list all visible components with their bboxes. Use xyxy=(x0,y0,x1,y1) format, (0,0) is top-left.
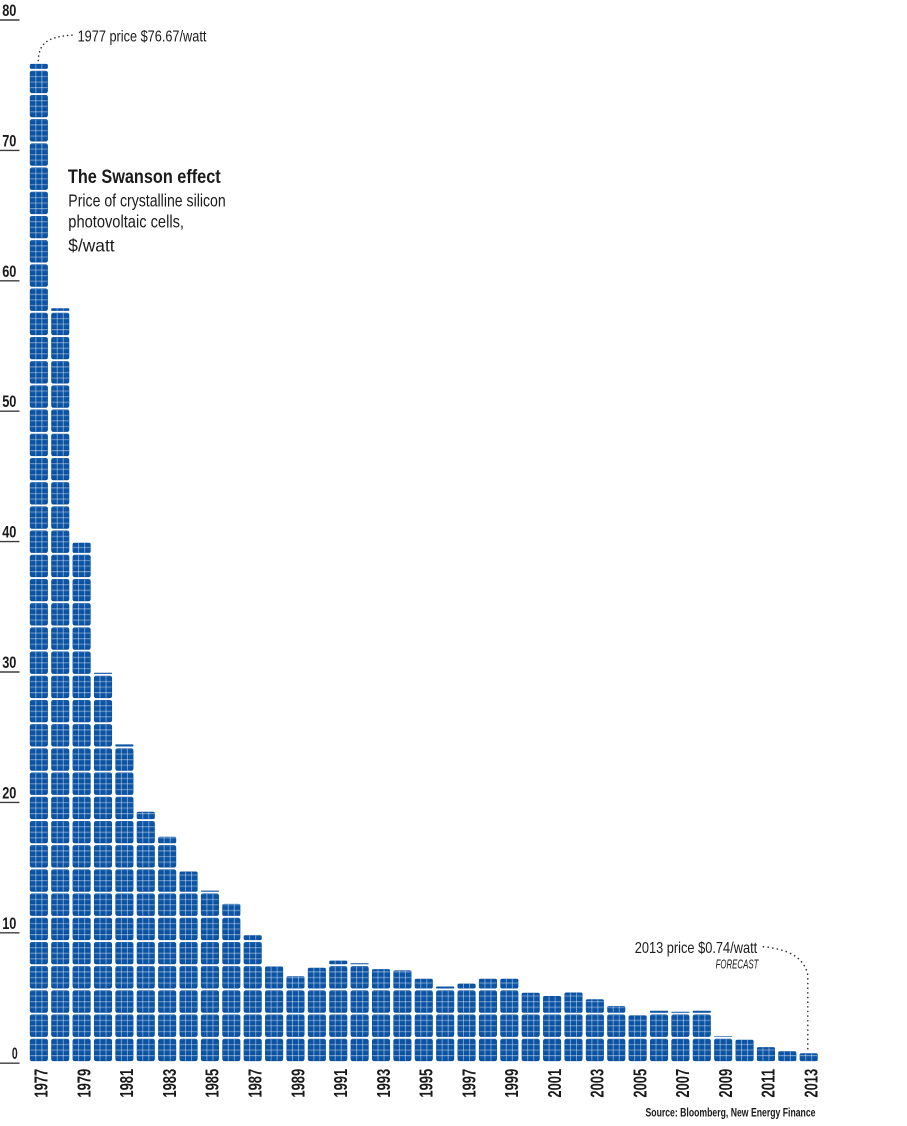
svg-text:2011: 2011 xyxy=(759,1069,779,1098)
svg-text:1977 price $76.67/watt: 1977 price $76.67/watt xyxy=(78,29,207,46)
svg-text:1993: 1993 xyxy=(374,1069,394,1098)
svg-text:FORECAST: FORECAST xyxy=(716,957,759,972)
svg-text:Price of crystalline silicon: Price of crystalline silicon xyxy=(68,190,225,210)
svg-text:The Swanson effect: The Swanson effect xyxy=(68,167,221,188)
svg-text:1987: 1987 xyxy=(246,1069,266,1098)
svg-text:60: 60 xyxy=(2,263,16,281)
svg-text:2007: 2007 xyxy=(673,1069,693,1098)
svg-text:1997: 1997 xyxy=(459,1069,479,1098)
svg-text:2009: 2009 xyxy=(716,1069,736,1098)
svg-text:80: 80 xyxy=(2,2,16,20)
svg-text:1999: 1999 xyxy=(502,1069,522,1098)
svg-text:40: 40 xyxy=(2,524,16,542)
svg-text:1981: 1981 xyxy=(117,1069,137,1098)
svg-text:2013 price $0.74/watt: 2013 price $0.74/watt xyxy=(635,940,758,957)
svg-text:1979: 1979 xyxy=(74,1069,94,1098)
svg-text:30: 30 xyxy=(2,654,16,672)
svg-text:1983: 1983 xyxy=(160,1069,180,1098)
svg-text:1989: 1989 xyxy=(288,1069,308,1098)
svg-text:1977: 1977 xyxy=(32,1069,52,1098)
svg-text:20: 20 xyxy=(2,784,16,802)
svg-text:1985: 1985 xyxy=(203,1069,223,1098)
svg-text:photovoltaic cells,: photovoltaic cells, xyxy=(68,211,184,231)
svg-text:Source: Bloomberg, New Energy: Source: Bloomberg, New Energy Finance xyxy=(646,1106,816,1120)
svg-text:2013: 2013 xyxy=(802,1069,822,1098)
svg-text:2001: 2001 xyxy=(545,1069,565,1098)
svg-text:1991: 1991 xyxy=(331,1069,351,1098)
svg-text:$/watt: $/watt xyxy=(68,235,114,255)
svg-text:2003: 2003 xyxy=(588,1069,608,1098)
svg-text:70: 70 xyxy=(2,132,16,150)
svg-text:0: 0 xyxy=(12,1045,18,1063)
svg-text:2005: 2005 xyxy=(630,1069,650,1098)
svg-text:10: 10 xyxy=(2,915,16,933)
svg-text:1995: 1995 xyxy=(417,1069,437,1098)
svg-text:50: 50 xyxy=(2,393,16,411)
